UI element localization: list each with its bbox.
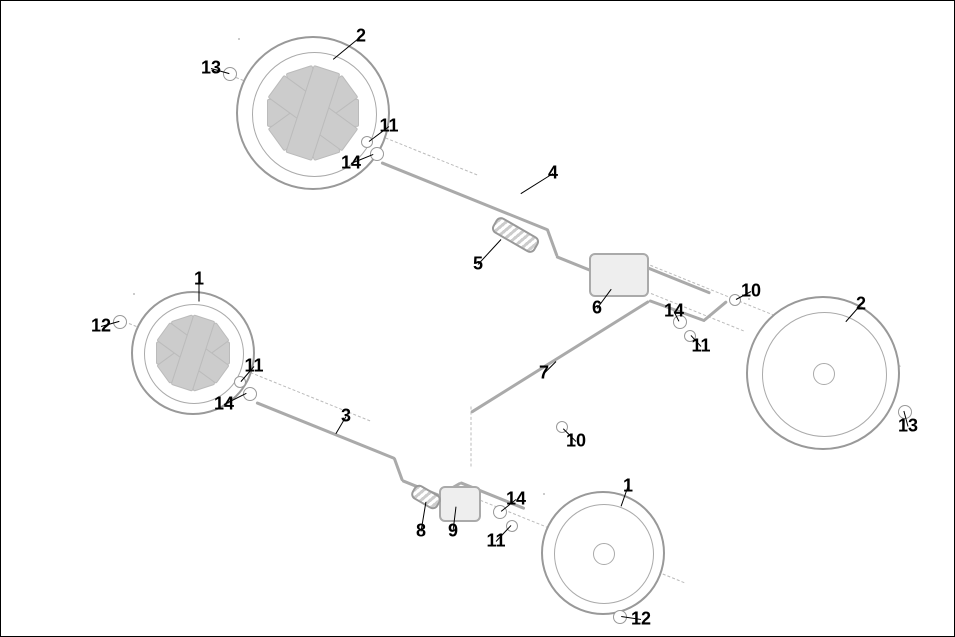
callout-14: 14 xyxy=(664,301,684,322)
callout-4: 4 xyxy=(548,163,558,184)
axle-rear xyxy=(380,161,548,231)
callout-13: 13 xyxy=(201,58,221,79)
callout-1: 1 xyxy=(194,269,204,290)
callout-14: 14 xyxy=(214,394,234,415)
wheel-rear-left xyxy=(236,36,390,190)
callout-7: 7 xyxy=(539,363,549,384)
callout-13: 13 xyxy=(898,416,918,437)
spring-front xyxy=(409,483,443,512)
callout-11: 11 xyxy=(379,116,398,137)
callout-3: 3 xyxy=(341,406,351,427)
washer-11-d xyxy=(506,520,518,532)
axle-rear xyxy=(546,228,559,257)
callout-10: 10 xyxy=(741,281,761,302)
callout-11: 11 xyxy=(691,336,710,357)
bracket-front xyxy=(439,486,481,522)
link-rod xyxy=(470,300,650,414)
callout-9: 9 xyxy=(448,521,458,542)
callout-10: 10 xyxy=(566,431,586,452)
diagram-canvas: 213111445610141121311211143710891411112 xyxy=(0,0,955,637)
bracket-rear xyxy=(589,253,649,297)
callout-11: 11 xyxy=(244,356,263,377)
callout-8: 8 xyxy=(416,521,426,542)
callout-12: 12 xyxy=(631,609,651,630)
wheel-front-right xyxy=(541,491,665,615)
axle-front xyxy=(255,401,395,460)
callout-12: 12 xyxy=(91,316,111,337)
callout-2: 2 xyxy=(356,26,366,47)
axle-front xyxy=(393,457,404,482)
callout-2: 2 xyxy=(856,294,866,315)
callout-14: 14 xyxy=(506,489,526,510)
cap-13-a xyxy=(223,67,237,81)
callout-5: 5 xyxy=(473,254,483,275)
callout-14: 14 xyxy=(341,153,361,174)
callout-11: 11 xyxy=(486,531,505,552)
callout-6: 6 xyxy=(592,298,602,319)
assembly-dash xyxy=(471,407,472,467)
wheel-rear-right xyxy=(746,296,900,450)
spring xyxy=(490,215,541,255)
callout-1: 1 xyxy=(623,476,633,497)
